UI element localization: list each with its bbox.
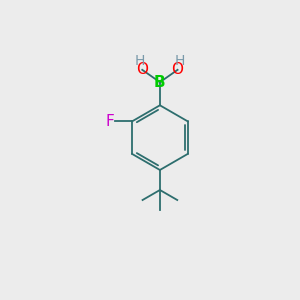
Text: H: H xyxy=(135,54,145,68)
Text: F: F xyxy=(106,114,115,129)
Text: H: H xyxy=(175,54,185,68)
Text: O: O xyxy=(172,62,184,77)
Text: B: B xyxy=(154,75,166,90)
Text: O: O xyxy=(136,62,148,77)
